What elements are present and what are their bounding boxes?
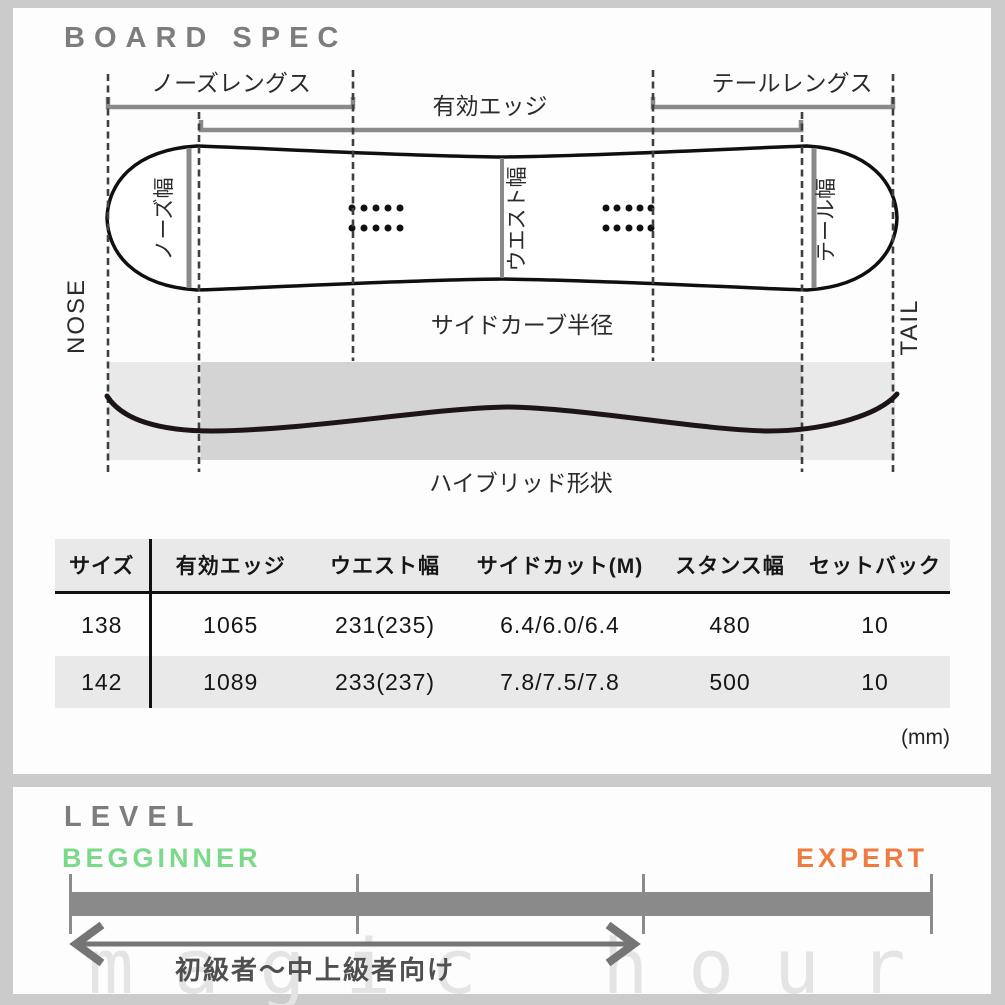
waist-width-label: ウエスト幅 bbox=[506, 167, 529, 272]
col-header-stance-width: スタンス幅 bbox=[660, 539, 800, 594]
level-tick bbox=[642, 874, 645, 934]
level-range-label: 初級者〜中上級者向け bbox=[174, 955, 455, 985]
profile-band-dark bbox=[201, 362, 802, 460]
tail-length-label: テールレングス bbox=[712, 70, 873, 96]
cell-sidecut: 7.8/7.5/7.8 bbox=[460, 656, 660, 708]
expert-label: EXPERT bbox=[795, 843, 928, 873]
nose-side-label: NOSE bbox=[63, 278, 90, 354]
tail-side-label: TAIL bbox=[896, 299, 923, 356]
arrowhead-left bbox=[69, 921, 105, 967]
spec-table-header-row: サイズ 有効エッジ ウエスト幅 サイドカット(M) スタンス幅 セットバック bbox=[55, 539, 950, 594]
col-header-waist-width: ウエスト幅 bbox=[310, 539, 460, 594]
table-row: 138 1065 231(235) 6.4/6.0/6.4 480 10 bbox=[55, 592, 950, 656]
watermark-logo: magic hour bbox=[88, 922, 946, 1005]
cell-effective-edge: 1065 bbox=[203, 611, 259, 638]
rear-insert-dots bbox=[602, 204, 655, 232]
dashed-guide-lines bbox=[106, 70, 895, 472]
cell-size: 142 bbox=[55, 656, 152, 708]
cell-sidecut: 6.4/6.0/6.4 bbox=[500, 611, 620, 638]
table-row: 142 1089 233(237) 7.8/7.5/7.8 500 10 bbox=[55, 656, 950, 708]
col-header-sidecut: サイドカット(M) bbox=[460, 539, 660, 594]
col-header-effective-edge: 有効エッジ bbox=[150, 539, 310, 594]
board-spec-title: BOARD SPEC bbox=[64, 22, 348, 54]
level-range-arrow bbox=[69, 921, 641, 967]
cell-size: 138 bbox=[55, 592, 152, 656]
level-panel bbox=[13, 787, 991, 994]
cell-stance-width: 480 bbox=[709, 611, 751, 638]
col-header-size: サイズ bbox=[55, 539, 152, 594]
level-title: LEVEL bbox=[64, 801, 203, 833]
sidecurve-radius-label: サイドカーブ半径 bbox=[431, 312, 614, 338]
col-header-setback: セットバック bbox=[800, 539, 950, 594]
cell-waist-width: 231(235) bbox=[334, 611, 436, 638]
unit-note: (mm) bbox=[901, 726, 950, 749]
hybrid-shape-label: ハイブリッド形状 bbox=[429, 470, 613, 496]
cell-setback: 10 bbox=[861, 611, 889, 638]
effective-edge-bracket bbox=[198, 120, 804, 133]
nose-length-bracket bbox=[105, 97, 356, 110]
level-tick bbox=[930, 874, 933, 934]
cell-waist-width: 233(237) bbox=[310, 656, 460, 708]
board-diagram: ノーズレングス 有効エッジ テールレングス NOSE TAIL ノーズ幅 ウエス… bbox=[63, 70, 923, 496]
cell-stance-width: 500 bbox=[660, 656, 800, 708]
effective-edge-label: 有効エッジ bbox=[433, 93, 548, 119]
spec-table: サイズ 有効エッジ ウエスト幅 サイドカット(M) スタンス幅 セットバック 1… bbox=[55, 539, 950, 708]
arrowhead-right bbox=[605, 921, 641, 967]
profile-curve bbox=[104, 391, 900, 434]
nose-width-label: ノーズ幅 bbox=[153, 178, 176, 261]
level-tick bbox=[356, 874, 359, 934]
cell-setback: 10 bbox=[800, 656, 950, 708]
tail-width-label: テール幅 bbox=[815, 178, 838, 262]
level-scale-bar bbox=[70, 892, 933, 916]
level-tick bbox=[69, 874, 72, 934]
beginner-label: BEGGINNER bbox=[62, 843, 262, 873]
nose-length-label: ノーズレングス bbox=[151, 70, 311, 96]
tail-length-bracket bbox=[650, 97, 896, 110]
front-insert-dots bbox=[348, 204, 404, 232]
cell-effective-edge: 1089 bbox=[150, 656, 310, 708]
